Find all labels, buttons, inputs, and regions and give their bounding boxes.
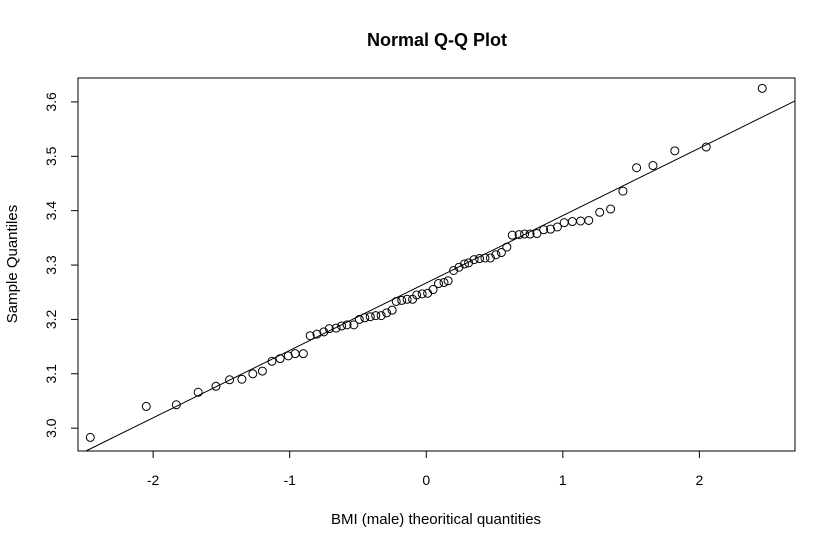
data-point bbox=[491, 250, 501, 260]
data-point bbox=[331, 323, 341, 333]
data-point bbox=[606, 204, 616, 214]
x-tick-label: 1 bbox=[559, 472, 567, 488]
data-point bbox=[439, 277, 449, 287]
data-point bbox=[337, 321, 347, 331]
data-point bbox=[595, 207, 605, 217]
data-point bbox=[85, 432, 95, 442]
data-point bbox=[324, 324, 334, 334]
data-point bbox=[584, 215, 594, 225]
data-point bbox=[454, 262, 464, 272]
x-tick-label: 0 bbox=[422, 472, 430, 488]
x-axis-label: BMI (male) theoritical quantities bbox=[331, 511, 541, 528]
data-point bbox=[171, 400, 181, 410]
data-point bbox=[525, 229, 535, 239]
data-point bbox=[387, 305, 397, 315]
data-point bbox=[469, 255, 479, 265]
data-point bbox=[342, 320, 352, 330]
y-tick-label: 3.1 bbox=[43, 364, 59, 384]
data-point bbox=[376, 311, 386, 321]
data-point bbox=[648, 161, 658, 171]
data-point bbox=[618, 186, 628, 196]
data-point bbox=[546, 224, 556, 234]
y-tick-label: 3.3 bbox=[43, 255, 59, 275]
data-point bbox=[417, 289, 427, 299]
data-point bbox=[423, 288, 433, 298]
data-point bbox=[632, 163, 642, 173]
data-point bbox=[290, 349, 300, 359]
y-tick-label: 3.2 bbox=[43, 309, 59, 329]
data-point bbox=[532, 229, 542, 239]
y-axis: 3.0 3.1 3.2 3.3 3.4 3.5 3.6 bbox=[43, 92, 79, 438]
x-tick-label: -1 bbox=[283, 472, 296, 488]
y-tick-label: 3.6 bbox=[43, 92, 59, 112]
y-axis-label: Sample Quantiles bbox=[4, 205, 21, 323]
data-point bbox=[507, 230, 517, 240]
data-point bbox=[267, 356, 277, 366]
data-point bbox=[576, 216, 586, 226]
data-point bbox=[559, 218, 569, 228]
data-point bbox=[443, 276, 453, 286]
data-point bbox=[237, 374, 247, 384]
data-point bbox=[539, 225, 549, 235]
data-point bbox=[283, 351, 293, 361]
data-point bbox=[475, 254, 485, 264]
data-point bbox=[514, 230, 524, 240]
data-point bbox=[193, 387, 203, 397]
data-point bbox=[275, 354, 285, 364]
data-point bbox=[701, 142, 711, 152]
data-point bbox=[434, 279, 444, 289]
data-point bbox=[670, 146, 680, 156]
data-point bbox=[459, 259, 469, 269]
x-tick-label: -2 bbox=[147, 472, 160, 488]
reference-line bbox=[85, 100, 796, 452]
data-point bbox=[248, 369, 258, 379]
y-tick-label: 3.4 bbox=[43, 201, 59, 221]
data-point bbox=[567, 217, 577, 227]
data-point bbox=[354, 314, 364, 324]
data-point bbox=[485, 253, 495, 263]
data-point bbox=[305, 331, 315, 341]
data-point bbox=[312, 329, 322, 339]
data-point bbox=[520, 229, 530, 239]
data-point bbox=[391, 296, 401, 306]
data-point bbox=[412, 290, 422, 300]
data-point bbox=[496, 248, 506, 258]
y-tick-label: 3.5 bbox=[43, 146, 59, 166]
data-point bbox=[360, 313, 370, 323]
y-tick-label: 3.0 bbox=[43, 418, 59, 438]
data-point bbox=[319, 327, 329, 337]
data-point bbox=[141, 401, 151, 411]
data-points bbox=[85, 83, 767, 442]
plot-frame bbox=[77, 77, 796, 452]
data-point bbox=[298, 349, 308, 359]
data-point bbox=[449, 265, 459, 275]
data-point bbox=[349, 320, 359, 330]
data-point bbox=[257, 366, 267, 376]
data-point bbox=[502, 242, 512, 252]
x-tick-label: 2 bbox=[696, 472, 704, 488]
data-point bbox=[480, 253, 490, 263]
data-point bbox=[382, 308, 392, 318]
data-point bbox=[757, 83, 767, 93]
data-point bbox=[365, 312, 375, 322]
data-point bbox=[402, 294, 412, 304]
data-point bbox=[397, 295, 407, 305]
x-axis: -2 -1 0 1 2 bbox=[147, 450, 704, 488]
chart-title: Normal Q-Q Plot bbox=[367, 30, 507, 50]
data-point bbox=[225, 375, 235, 385]
data-point bbox=[552, 222, 562, 232]
data-point bbox=[464, 258, 474, 268]
data-point bbox=[371, 311, 381, 321]
data-point bbox=[428, 285, 438, 295]
data-point bbox=[211, 381, 221, 391]
